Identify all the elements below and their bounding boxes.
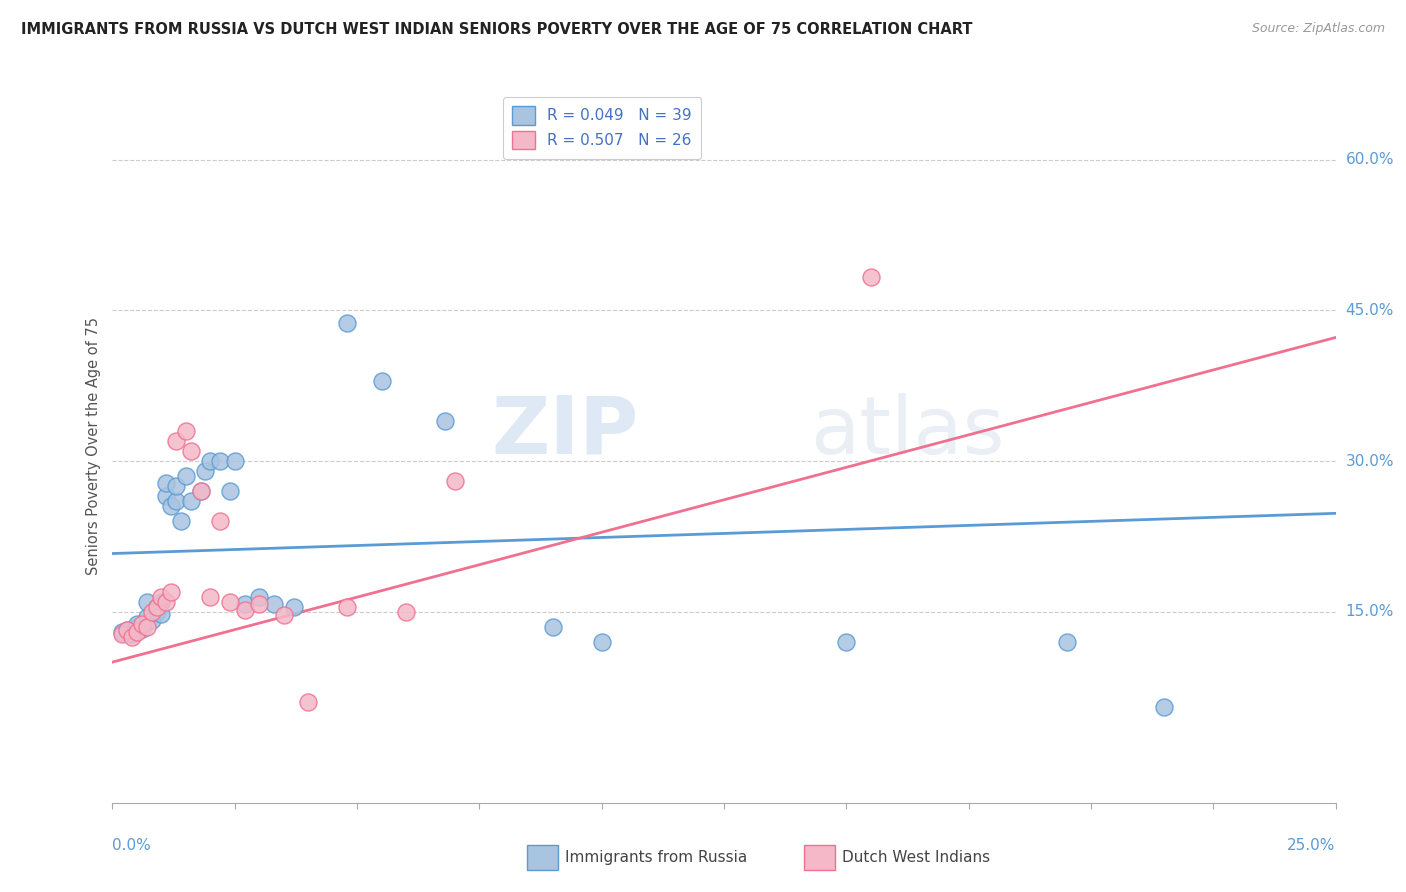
- Point: [165, 479, 187, 493]
- Point: [541, 620, 564, 634]
- Point: [135, 620, 157, 634]
- Text: 0.0%: 0.0%: [112, 838, 152, 853]
- Text: 25.0%: 25.0%: [1288, 838, 1336, 853]
- Point: [297, 695, 319, 709]
- Point: [209, 515, 232, 529]
- Text: Immigrants from Russia: Immigrants from Russia: [565, 850, 748, 864]
- Text: 15.0%: 15.0%: [1346, 605, 1393, 619]
- Point: [150, 595, 173, 609]
- Point: [135, 595, 157, 609]
- Point: [190, 484, 212, 499]
- Point: [145, 605, 167, 619]
- Text: 60.0%: 60.0%: [1346, 152, 1393, 167]
- Point: [434, 414, 457, 428]
- Point: [174, 424, 197, 438]
- Point: [233, 597, 256, 611]
- Text: atlas: atlas: [810, 392, 1004, 471]
- Point: [155, 476, 177, 491]
- Point: [125, 624, 148, 639]
- Point: [155, 489, 177, 503]
- Point: [165, 434, 187, 448]
- Point: [150, 607, 173, 621]
- Point: [263, 597, 285, 611]
- Point: [145, 599, 167, 614]
- Point: [336, 317, 359, 331]
- Text: IMMIGRANTS FROM RUSSIA VS DUTCH WEST INDIAN SENIORS POVERTY OVER THE AGE OF 75 C: IMMIGRANTS FROM RUSSIA VS DUTCH WEST IND…: [21, 22, 973, 37]
- Point: [111, 627, 134, 641]
- Point: [370, 374, 392, 388]
- Point: [131, 622, 153, 636]
- Point: [283, 599, 305, 614]
- Text: ZIP: ZIP: [491, 392, 638, 471]
- Point: [150, 590, 173, 604]
- Point: [160, 584, 183, 599]
- Point: [200, 454, 222, 468]
- Point: [859, 270, 882, 285]
- Point: [835, 635, 858, 649]
- Point: [233, 603, 256, 617]
- Point: [165, 494, 187, 508]
- Point: [141, 605, 163, 619]
- Point: [121, 627, 143, 641]
- Point: [135, 610, 157, 624]
- Point: [1056, 635, 1078, 649]
- Point: [125, 620, 148, 634]
- Point: [180, 444, 202, 458]
- Point: [395, 605, 418, 619]
- Point: [219, 595, 242, 609]
- Point: [145, 599, 167, 614]
- Point: [200, 590, 222, 604]
- Point: [141, 613, 163, 627]
- Text: Dutch West Indians: Dutch West Indians: [842, 850, 990, 864]
- Point: [219, 484, 242, 499]
- Legend: R = 0.049   N = 39, R = 0.507   N = 26: R = 0.049 N = 39, R = 0.507 N = 26: [503, 97, 700, 159]
- Y-axis label: Seniors Poverty Over the Age of 75: Seniors Poverty Over the Age of 75: [86, 317, 101, 575]
- Point: [336, 599, 359, 614]
- Point: [111, 624, 134, 639]
- Point: [170, 515, 193, 529]
- Point: [273, 607, 295, 622]
- Point: [247, 590, 270, 604]
- Point: [247, 597, 270, 611]
- Point: [190, 484, 212, 499]
- Point: [155, 595, 177, 609]
- Text: Source: ZipAtlas.com: Source: ZipAtlas.com: [1251, 22, 1385, 36]
- Point: [1153, 700, 1175, 714]
- Point: [591, 635, 613, 649]
- Point: [180, 494, 202, 508]
- Point: [160, 500, 183, 514]
- Text: 45.0%: 45.0%: [1346, 302, 1393, 318]
- Point: [115, 623, 138, 637]
- Point: [121, 630, 143, 644]
- Text: 30.0%: 30.0%: [1346, 453, 1393, 468]
- Point: [115, 623, 138, 637]
- Point: [444, 474, 467, 488]
- Point: [174, 469, 197, 483]
- Point: [209, 454, 232, 468]
- Point: [131, 616, 153, 631]
- Point: [194, 464, 217, 478]
- Point: [125, 616, 148, 631]
- Point: [224, 454, 246, 468]
